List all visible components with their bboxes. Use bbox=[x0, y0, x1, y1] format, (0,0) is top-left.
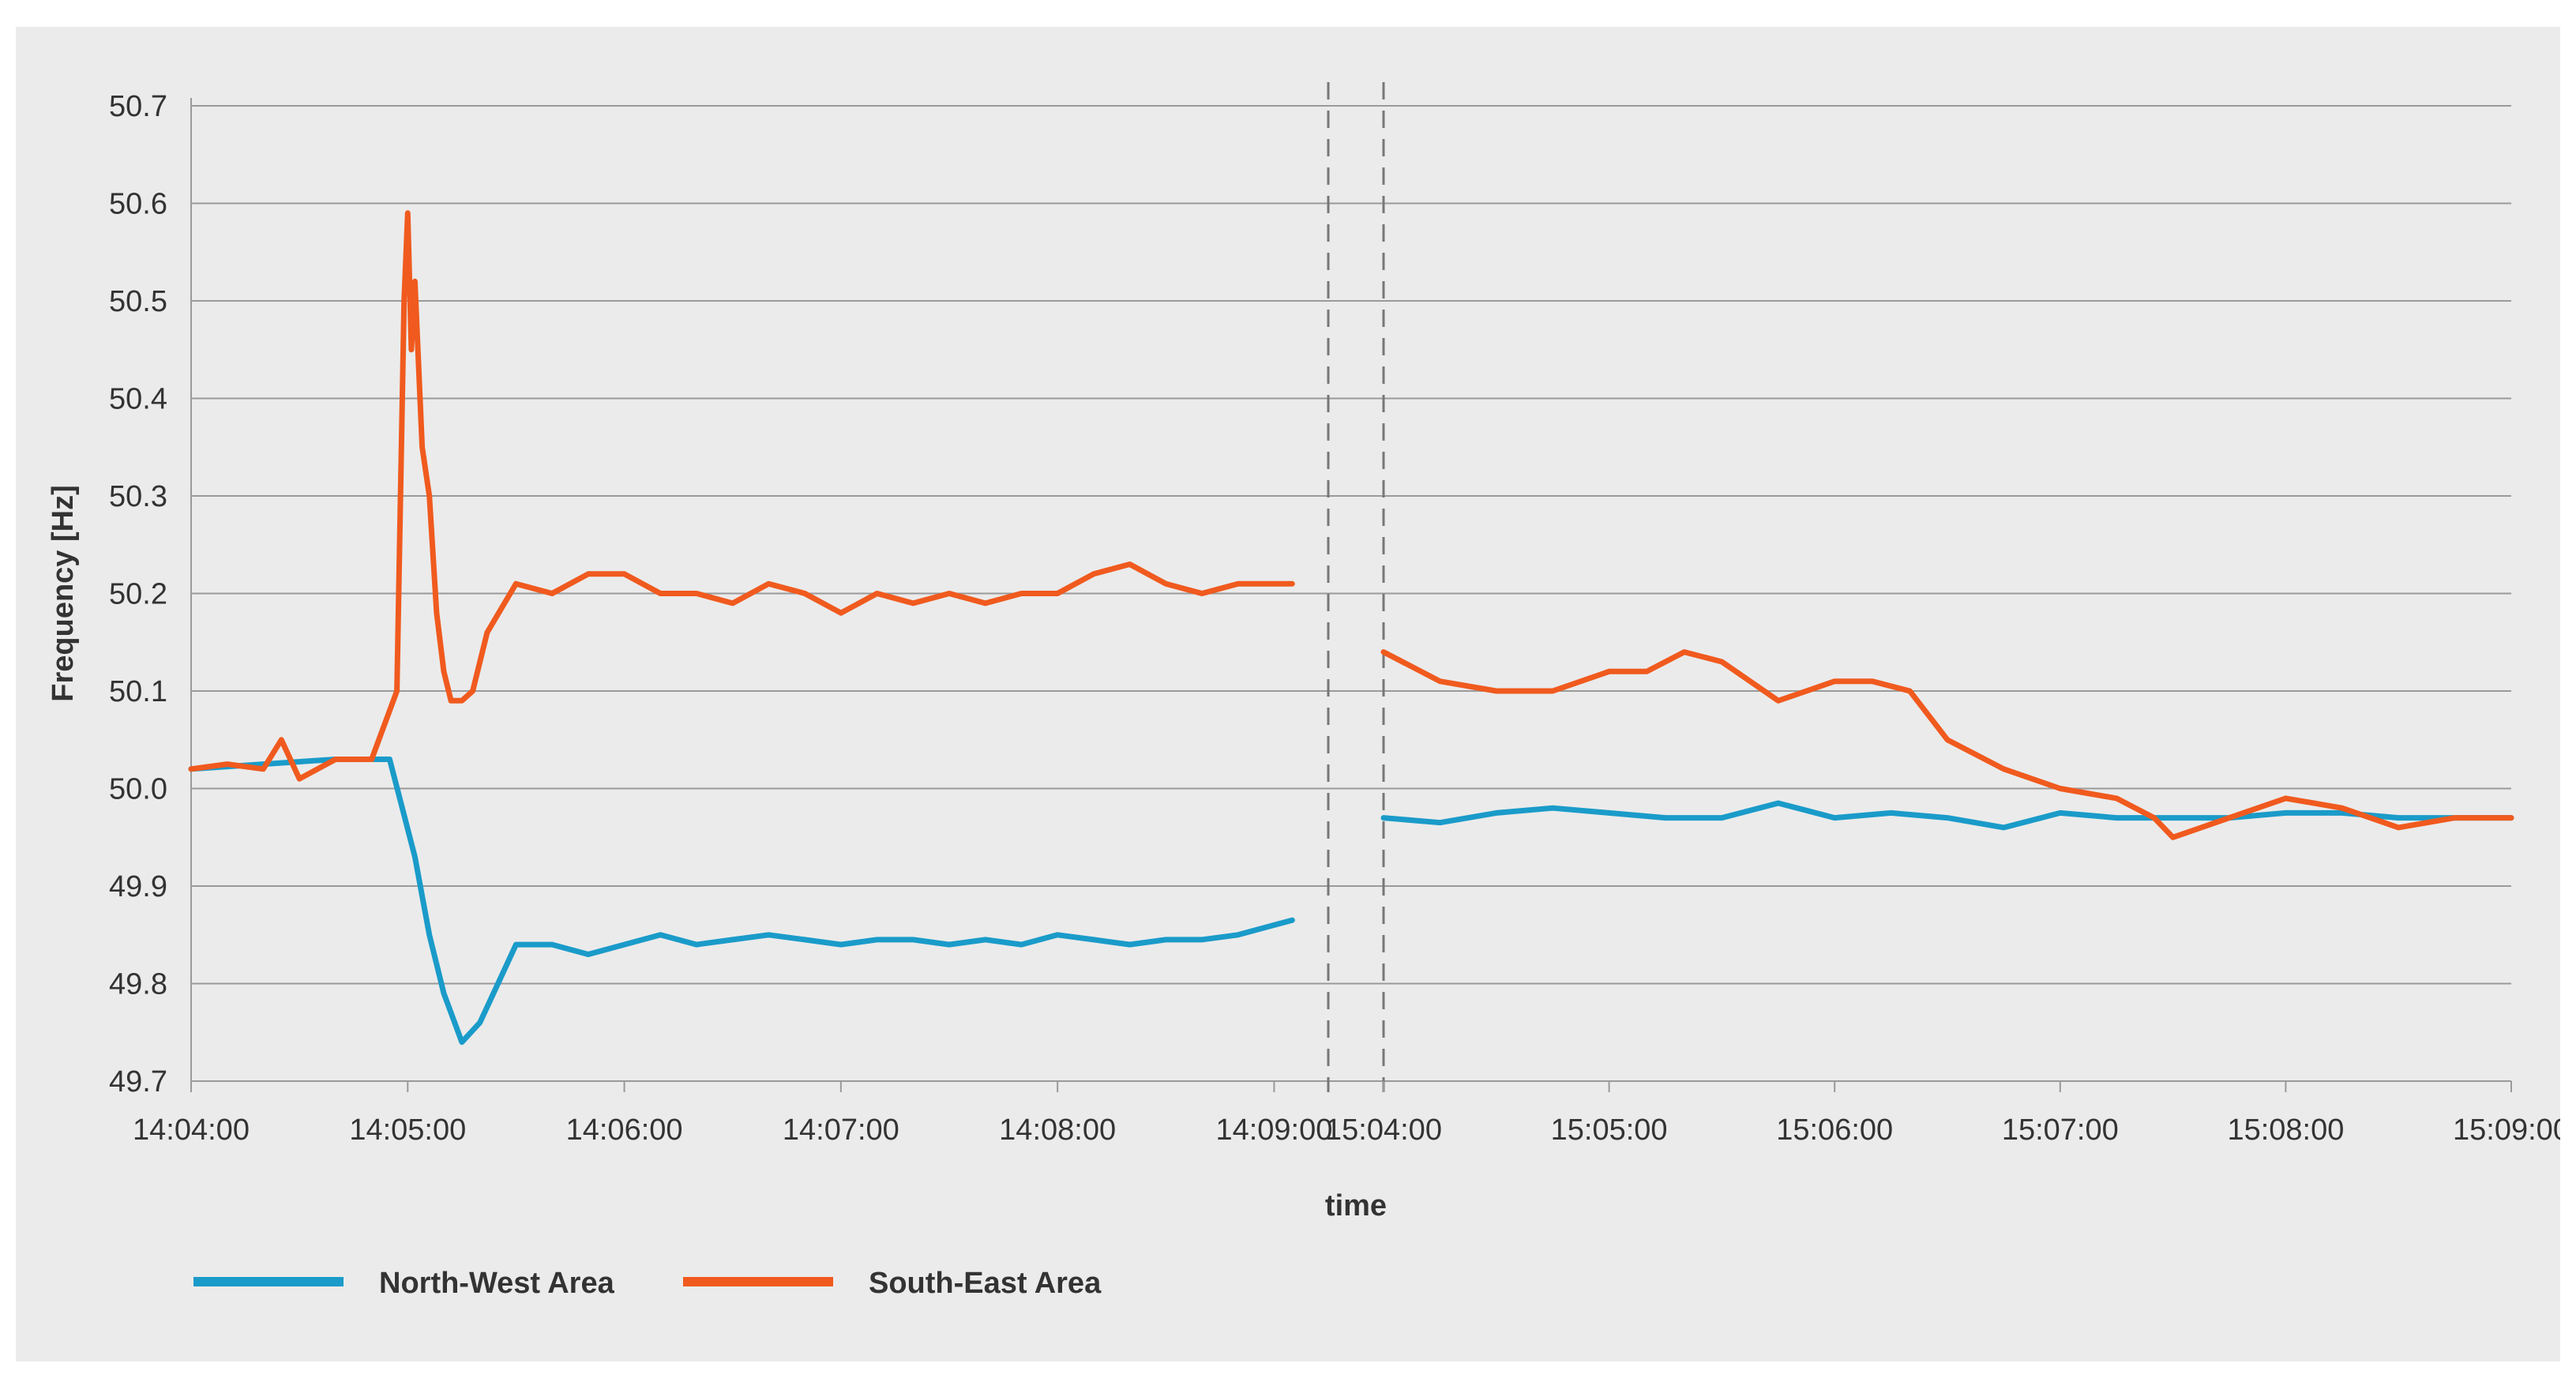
x-tick-label: 14:04:00 bbox=[133, 1113, 250, 1147]
axis-layer: 50.7 50.6 50.5 50.4 50.3 50.2 50.1 50.0 49.9 49.8… bbox=[109, 90, 2560, 1147]
y-tick-label: 50.4 bbox=[109, 383, 167, 416]
legend-label: North-West Area bbox=[379, 1267, 615, 1300]
series-line-south-east-area bbox=[188, 210, 1295, 782]
x-tick-label: 15:05:00 bbox=[1551, 1113, 1668, 1147]
series-line-north-west-area bbox=[1380, 800, 2514, 831]
x-tick-label: 15:06:00 bbox=[1776, 1113, 1893, 1147]
legend-label: South-East Area bbox=[869, 1267, 1102, 1300]
y-tick-label: 49.7 bbox=[109, 1065, 167, 1098]
y-tick-label: 49.8 bbox=[109, 968, 167, 1001]
series-layer bbox=[188, 210, 2514, 1046]
series-line-south-east-area bbox=[1380, 649, 2514, 840]
x-tick-label: 15:04:00 bbox=[1325, 1113, 1442, 1147]
y-axis-title: Frequency [Hz] bbox=[47, 485, 80, 701]
y-tick-label: 50.1 bbox=[109, 675, 167, 708]
x-tick-label: 14:09:00 bbox=[1215, 1113, 1332, 1147]
x-tick-label: 15:08:00 bbox=[2227, 1113, 2344, 1147]
y-tick-label: 50.2 bbox=[109, 578, 167, 611]
x-tick-label: 14:07:00 bbox=[783, 1113, 899, 1147]
y-tick-label: 50.6 bbox=[109, 188, 167, 221]
y-tick-label: 50.5 bbox=[109, 285, 167, 318]
panel-dividers bbox=[1327, 82, 1385, 1092]
x-tick-label: 14:08:00 bbox=[999, 1113, 1116, 1147]
y-tick-label: 50.0 bbox=[109, 773, 167, 806]
y-tick-label: 50.7 bbox=[109, 90, 167, 123]
y-tick-label: 49.9 bbox=[109, 870, 167, 903]
x-tick-label: 15:09:00 bbox=[2453, 1113, 2560, 1147]
x-tick-label: 14:05:00 bbox=[349, 1113, 466, 1147]
y-tick-label: 50.3 bbox=[109, 480, 167, 513]
grid-layer bbox=[191, 105, 2511, 1082]
x-axis-title: time bbox=[1325, 1189, 1387, 1222]
series-line-north-west-area bbox=[188, 757, 1295, 1046]
legend: North-West Area South-East Area bbox=[193, 1267, 1102, 1300]
chart-panel: 50.7 50.6 50.5 50.4 50.3 50.2 50.1 50.0 49.9 49.8… bbox=[16, 27, 2560, 1361]
x-tick-label: 14:06:00 bbox=[566, 1113, 683, 1147]
x-tick-label: 15:07:00 bbox=[2002, 1113, 2119, 1147]
frequency-chart: 50.7 50.6 50.5 50.4 50.3 50.2 50.1 50.0 49.9 49.8… bbox=[47, 82, 2560, 1300]
